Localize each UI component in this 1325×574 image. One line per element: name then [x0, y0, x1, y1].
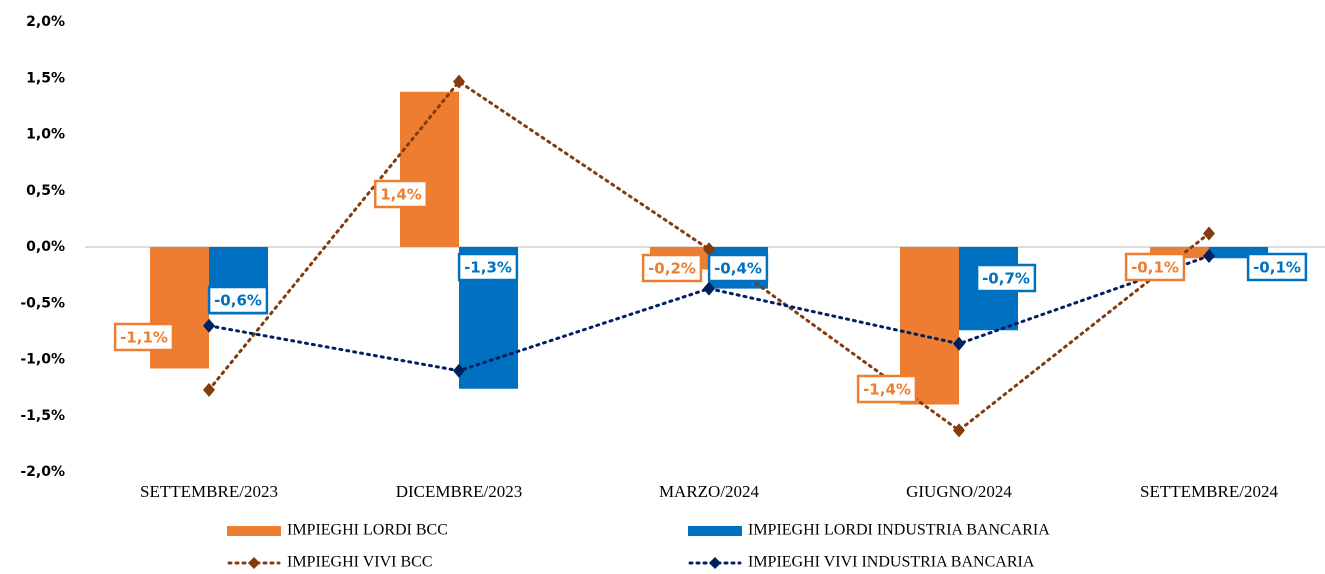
marker — [1203, 226, 1215, 241]
value-label: 1,4% — [373, 179, 429, 209]
y-tick-label: -0,5% — [20, 295, 65, 311]
y-tick-label: -2,0% — [20, 464, 65, 480]
marker — [703, 281, 715, 296]
value-label-text: -1,3% — [464, 259, 512, 277]
legend-marker — [709, 557, 721, 569]
value-label-text: -0,6% — [214, 292, 262, 310]
bar — [1209, 247, 1268, 259]
marker — [203, 382, 215, 397]
bar — [400, 91, 459, 247]
value-label: -0,4% — [707, 253, 769, 283]
y-tick-label: -1,0% — [20, 352, 65, 368]
marker — [453, 74, 465, 89]
y-tick-label: 1,5% — [26, 70, 65, 86]
value-label-text: -1,1% — [120, 329, 168, 347]
value-label-box — [373, 179, 429, 209]
bar — [1150, 247, 1209, 259]
value-label-text: -0,2% — [648, 260, 696, 278]
value-label: -0,7% — [975, 263, 1037, 293]
value-label: -0,6% — [207, 285, 269, 315]
value-label-text: -1,4% — [863, 381, 911, 399]
y-tick-label: 0,5% — [26, 183, 65, 199]
value-label: -1,3% — [457, 252, 519, 282]
marker — [953, 423, 965, 438]
y-tick-label: -1,5% — [20, 408, 65, 424]
value-label-box — [975, 263, 1037, 293]
marker — [953, 336, 965, 351]
value-label-box — [1246, 252, 1308, 282]
x-tick-label: DICEMBRE/2023 — [396, 482, 523, 501]
value-label: -0,1% — [1124, 252, 1186, 282]
value-label-box — [113, 322, 175, 352]
value-label-box — [457, 252, 519, 282]
marker — [453, 363, 465, 378]
legend-swatch — [688, 526, 742, 536]
y-tick-label: 0,0% — [26, 239, 65, 255]
x-tick-label: SETTEMBRE/2024 — [1140, 482, 1278, 501]
x-tick-label: SETTEMBRE/2023 — [140, 482, 278, 501]
value-label: -0,1% — [1246, 252, 1308, 282]
value-label: -1,1% — [113, 322, 175, 352]
marker — [203, 318, 215, 333]
value-label-box — [641, 253, 703, 283]
legend-label: IMPIEGHI VIVI BCC — [287, 554, 432, 571]
x-tick-label: GIUGNO/2024 — [906, 482, 1012, 501]
value-label: -1,4% — [856, 374, 918, 404]
legend-label: IMPIEGHI VIVI INDUSTRIA BANCARIA — [748, 554, 1035, 571]
value-label-text: 1,4% — [380, 186, 422, 204]
value-label-box — [1124, 252, 1186, 282]
marker — [703, 242, 715, 257]
y-tick-label: 1,0% — [26, 127, 65, 143]
value-label-box — [707, 253, 769, 283]
value-label-box — [856, 374, 918, 404]
legend-swatch — [227, 526, 281, 536]
value-label-text: -0,1% — [1131, 259, 1179, 277]
legend-marker — [248, 557, 260, 569]
marker — [1203, 249, 1215, 263]
y-tick-label: 2,0% — [26, 14, 65, 30]
x-tick-label: MARZO/2024 — [659, 482, 760, 501]
value-label: -0,2% — [641, 253, 703, 283]
value-label-text: -0,1% — [1253, 259, 1301, 277]
legend-label: IMPIEGHI LORDI INDUSTRIA BANCARIA — [748, 522, 1050, 539]
value-label-box — [207, 285, 269, 315]
value-label-text: -0,4% — [714, 260, 762, 278]
legend-label: IMPIEGHI LORDI BCC — [287, 522, 448, 539]
value-label-text: -0,7% — [982, 270, 1030, 288]
